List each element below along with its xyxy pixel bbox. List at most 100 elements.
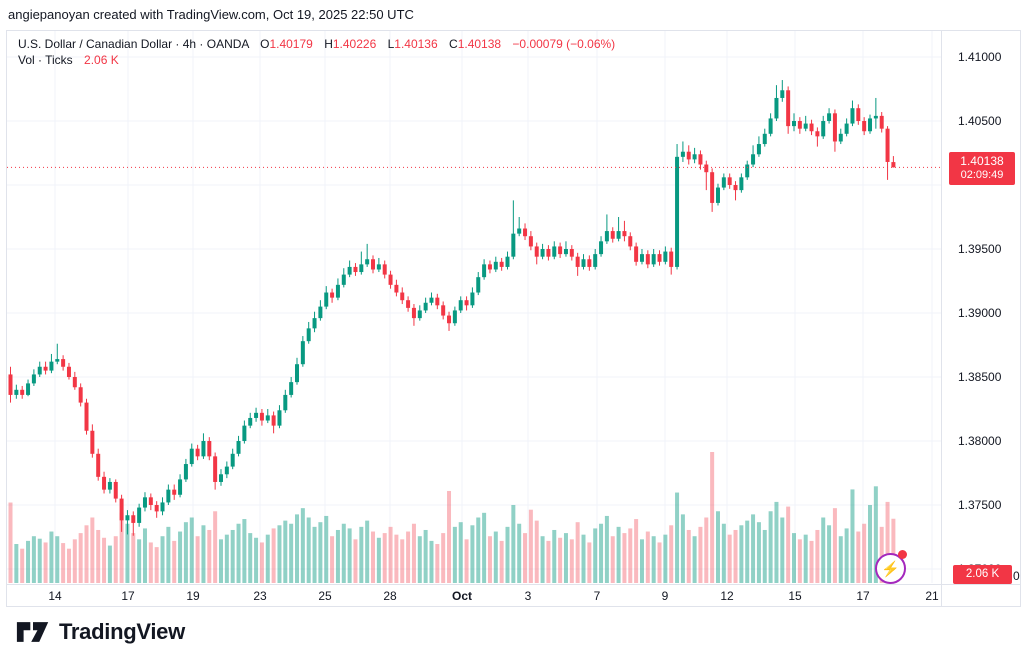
time-tick-label: 14 [48,589,62,603]
volume-bar [277,525,282,583]
symbol-title[interactable]: U.S. Dollar / Canadian Dollar · 4h · OAN… [18,37,249,51]
candle-body [610,231,615,239]
volume-bar [873,486,878,583]
candle-body [113,481,118,499]
chart-legend: U.S. Dollar / Canadian Dollar · 4h · OAN… [18,36,615,68]
candle-wick [360,251,362,275]
candle-body [482,264,487,278]
candle-body [821,121,826,137]
volume-bar [154,547,159,583]
volume-bar [388,526,393,583]
volume-bar [499,540,504,583]
candle-body [289,382,294,395]
candle-body [312,318,317,329]
candle-wick [132,511,134,536]
volume-bar [330,536,335,583]
candle-body [499,261,504,267]
volume-bar [599,523,604,583]
volume-bar [335,529,340,583]
candle-wick [735,181,737,201]
candle-body [493,261,498,270]
volume-bar [324,515,329,583]
volume-bar [891,518,896,583]
volume-bar [704,517,709,583]
candle-body [230,453,235,467]
tradingview-logo-icon[interactable] [16,619,50,645]
candle-body [84,402,89,431]
footer-bar: TradingView [16,619,185,645]
candle-body [154,505,159,512]
volume-bar [698,526,703,583]
time-tick-label: 7 [593,589,601,603]
volume-bar [464,539,469,583]
high-value: 1.40226 [332,37,377,51]
volume-bar [178,531,183,583]
candle-body [137,507,142,523]
volume-bar [791,533,796,583]
volume-bar [452,526,457,583]
volume-bar [587,542,592,583]
volume-bar [72,539,77,583]
volume-bar [84,525,89,583]
volume-bar [183,522,188,583]
volume-bar [517,523,522,583]
volume-indicator-title[interactable]: Vol · Ticks [18,53,73,67]
candle-body [335,284,340,298]
candle-wick [623,220,625,242]
volume-bar [616,526,621,583]
volume-bar [868,505,873,583]
candle-body [178,479,183,495]
volume-bar [207,529,212,583]
volume-bar [213,511,218,583]
candle-body [692,154,697,160]
time-axis-separator [6,584,1021,585]
last-price-badge: 1.40138 02:09:49 [949,152,1015,185]
candle-body [487,264,492,270]
volume-bar [622,533,627,583]
volume-bar [218,539,223,583]
candle-body [873,115,878,119]
notification-dot [898,550,907,559]
volume-bar [365,520,370,583]
volume-bar [271,528,276,583]
volume-bar [581,534,586,583]
volume-bar [680,514,685,583]
volume-bar [546,540,551,583]
volume-bar [733,529,738,583]
price-tick-label: 1.40500 [958,114,1002,128]
low-label: L [387,37,395,51]
candle-body [218,474,223,482]
volume-bar [236,523,241,583]
candle-body [61,359,66,367]
candle-body [131,515,136,523]
price-tick-label: 1.38500 [958,370,1002,384]
volume-bar [727,534,732,583]
volume-bar [657,542,662,583]
volume-bar [809,540,814,583]
candle-body [183,464,188,480]
high-label: H [324,37,333,51]
candle-body [663,251,668,262]
candle-body [751,154,756,165]
candle-body [856,108,861,121]
candle-body [300,341,305,365]
volume-bar [353,539,358,583]
candle-body [721,177,726,188]
candle-body [528,236,533,247]
volume-bar [102,537,107,583]
candle-body [417,310,422,319]
candle-body [49,361,54,371]
volume-bar [645,531,650,583]
candle-body [388,274,393,285]
volume-bar [458,522,463,583]
candle-body [797,121,802,129]
price-tick-label: 1.38000 [958,434,1002,448]
candle-body [604,231,609,242]
candle-body [786,90,791,127]
candle-body [599,241,604,255]
volume-bar [558,537,563,583]
tradingview-wordmark[interactable]: TradingView [59,619,185,644]
volume-bar [172,540,177,583]
